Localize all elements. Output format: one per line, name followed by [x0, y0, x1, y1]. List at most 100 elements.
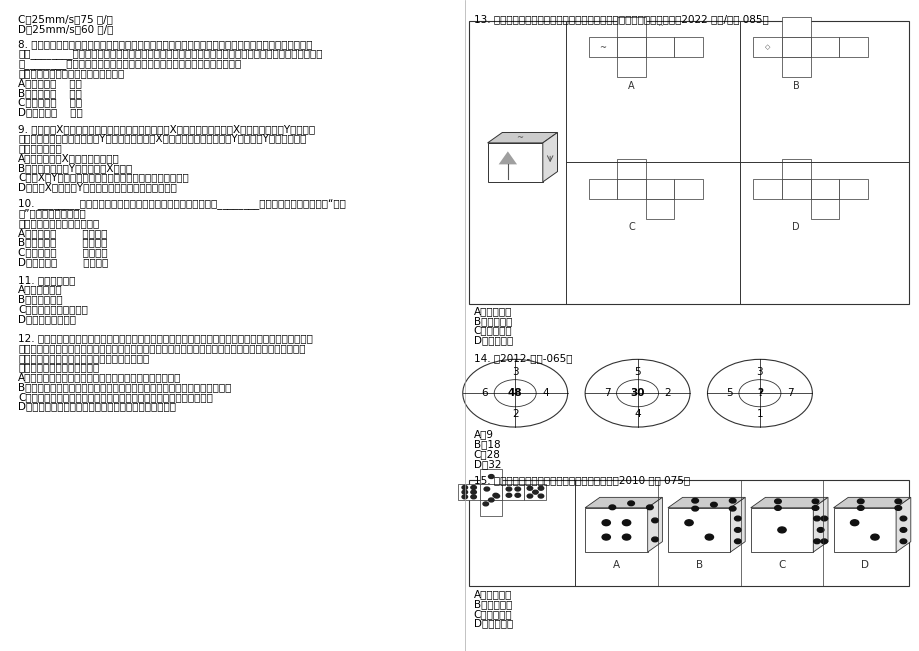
Circle shape	[483, 487, 489, 491]
Text: 12. 在一个成熟的经济政策制定和经济学教育体系中，经济学理论必须更面对现实，经济政策也必须以理: 12. 在一个成熟的经济政策制定和经济学教育体系中，经济学理论必须更面对现实，经…	[18, 333, 313, 343]
Text: C、经济学理论和现实的结合要以学科疆域的拓展和理论的进步为基础: C、经济学理论和现实的结合要以学科疆域的拓展和理论的进步为基础	[18, 392, 213, 402]
Circle shape	[505, 493, 511, 497]
Bar	[480, 484, 502, 500]
Bar	[810, 199, 838, 219]
Text: B、直言不讳        虚情假意: B、直言不讳 虚情假意	[18, 238, 108, 247]
Circle shape	[691, 506, 698, 511]
Text: B、18: B、18	[473, 439, 500, 449]
Polygon shape	[498, 152, 516, 165]
Bar	[667, 508, 730, 552]
Text: 3: 3	[755, 367, 763, 377]
Text: 镜”，难识庐山真面目。: 镜”，难识庐山真面目。	[18, 208, 86, 218]
Text: 2: 2	[664, 388, 671, 398]
Circle shape	[538, 494, 543, 498]
Circle shape	[461, 486, 467, 490]
Circle shape	[733, 516, 741, 521]
Bar	[674, 37, 702, 57]
Text: A、9: A、9	[473, 430, 494, 439]
Ellipse shape	[462, 359, 567, 427]
Text: 依次填入画横线部分最恰当的一项是：: 依次填入画横线部分最恰当的一项是：	[18, 68, 124, 78]
Text: D、25mm/s，60 次/分: D、25mm/s，60 次/分	[18, 24, 114, 34]
Polygon shape	[730, 497, 744, 552]
Circle shape	[709, 503, 717, 507]
Text: ◇: ◇	[765, 44, 769, 50]
Bar	[617, 17, 645, 37]
Circle shape	[729, 498, 735, 503]
Text: A、鱼目混珠    昕节: A、鱼目混珠 昕节	[18, 78, 82, 88]
Circle shape	[461, 495, 467, 499]
Circle shape	[505, 487, 511, 491]
Circle shape	[538, 486, 543, 490]
Circle shape	[820, 539, 827, 544]
Circle shape	[527, 494, 532, 498]
Circle shape	[691, 498, 698, 503]
Polygon shape	[647, 497, 662, 552]
Circle shape	[816, 527, 823, 533]
Text: D、甜言蜜语        虚情假意: D、甜言蜜语 虚情假意	[18, 257, 108, 267]
Bar	[617, 159, 645, 179]
Bar	[588, 37, 617, 57]
Bar	[810, 37, 838, 57]
Text: C、如图所示: C、如图所示	[473, 326, 512, 335]
Circle shape	[622, 519, 630, 525]
Circle shape	[601, 519, 609, 525]
Bar	[487, 143, 542, 182]
Circle shape	[857, 506, 863, 510]
Bar	[645, 178, 674, 199]
Text: 13. 下图右框内纸盒的外表面中，不能折叠成左框内所示的纸盒的是：《2022 联考/安徽 085》: 13. 下图右框内纸盒的外表面中，不能折叠成左框内所示的纸盒的是：《2022 联…	[473, 14, 767, 24]
Text: B: B	[792, 81, 799, 90]
Text: 10. ________的批评，像一面优质的镜子，能照出自身的真相；________的恭维，如同歪曲物体的“哈哈: 10. ________的批评，像一面优质的镜子，能照出自身的真相；______…	[18, 199, 346, 210]
Polygon shape	[833, 497, 910, 508]
Bar	[588, 178, 617, 199]
Bar	[781, 57, 810, 77]
Circle shape	[494, 494, 499, 498]
Circle shape	[811, 506, 818, 510]
Text: 8. 当下一系列重大纪念活动为革命历史题材剧提供了创作契机，但有些创作者只是迎合活动而草就，使得: 8. 当下一系列重大纪念活动为革命历史题材剧提供了创作契机，但有些创作者只是迎合…	[18, 39, 312, 49]
Bar	[502, 484, 524, 500]
Text: A: A	[628, 81, 634, 90]
Text: 7: 7	[786, 388, 793, 398]
Text: D、如图所示: D、如图所示	[473, 335, 513, 345]
Text: 5: 5	[725, 388, 732, 398]
Bar	[469, 21, 908, 304]
Text: 的________。我们一定要考虑该题材是否适合做成戟曲，是否适合该剧种。: 的________。我们一定要考虑该题材是否适合做成戟曲，是否适合该剧种。	[18, 59, 242, 68]
Circle shape	[601, 534, 609, 540]
Circle shape	[515, 487, 520, 491]
Ellipse shape	[707, 359, 811, 427]
Bar	[838, 37, 867, 57]
Polygon shape	[667, 497, 744, 508]
Polygon shape	[895, 497, 910, 552]
Circle shape	[899, 516, 906, 521]
Circle shape	[812, 516, 820, 521]
Text: C、如图所示: C、如图所示	[473, 609, 512, 618]
Circle shape	[482, 502, 488, 506]
Text: B、稍纵即逝    断档: B、稍纵即逝 断档	[18, 88, 82, 98]
Circle shape	[774, 499, 780, 504]
Polygon shape	[812, 497, 827, 552]
Text: A、直截了当        直言不讳: A、直截了当 直言不讳	[18, 228, 108, 238]
Bar	[645, 37, 674, 57]
Text: A、如图所示: A、如图所示	[473, 589, 512, 599]
Text: C、粗制滥造    偏离: C、粗制滥造 偏离	[18, 98, 83, 107]
Polygon shape	[542, 133, 557, 182]
Text: D、如图所示: D、如图所示	[473, 618, 513, 628]
Circle shape	[705, 534, 713, 540]
Text: C、永乐大典：四库全书: C、永乐大典：四库全书	[18, 304, 88, 314]
Text: ~: ~	[516, 133, 523, 142]
Bar	[617, 37, 645, 57]
Ellipse shape	[494, 380, 536, 407]
Bar	[781, 17, 810, 37]
Circle shape	[733, 527, 741, 533]
Bar	[645, 199, 674, 219]
Bar	[524, 484, 546, 500]
Polygon shape	[750, 497, 827, 508]
Circle shape	[729, 506, 735, 511]
Text: A、经济学理论不面对现实，就不能制定出积极的经济政策: A、经济学理论不面对现实，就不能制定出积极的经济政策	[18, 372, 182, 382]
Bar	[469, 480, 908, 586]
Text: 5: 5	[633, 367, 641, 377]
Text: A: A	[612, 560, 619, 570]
Text: 合时，此混合液的温度升高，Y的化学少性增强而X的活性不变；当单独加热Y溢液时，Y的活性保持不: 合时，此混合液的温度升高，Y的化学少性增强而X的活性不变；当单独加热Y溢液时，Y…	[18, 133, 306, 143]
Bar	[838, 178, 867, 199]
Circle shape	[894, 499, 901, 504]
Text: 15. 要求你从四个图形中把与众不同的挑出来：【2010 安徽 075】: 15. 要求你从四个图形中把与众不同的挑出来：【2010 安徽 075】	[473, 475, 689, 485]
